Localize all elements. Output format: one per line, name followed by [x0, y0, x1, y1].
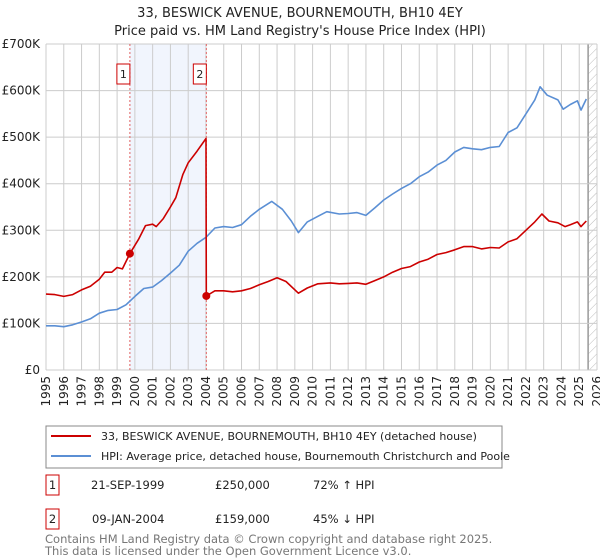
sale-point [202, 291, 211, 300]
x-tick-label: 2017 [430, 376, 444, 407]
sale-date: 09-JAN-2004 [92, 512, 165, 526]
hpi-diff: 72% ↑ HPI [313, 478, 374, 492]
x-tick-label: 1997 [75, 376, 89, 407]
x-tick-label: 1998 [92, 376, 106, 407]
sale-date: 21-SEP-1999 [91, 478, 164, 492]
plot-marks [45, 86, 588, 328]
sale-point [125, 249, 134, 258]
marker-id: 1 [49, 478, 56, 492]
x-tick-label: 2011 [323, 376, 337, 407]
x-tick-label: 1999 [110, 376, 124, 407]
marker-id: 2 [49, 512, 56, 526]
x-tick-label: 2009 [288, 376, 302, 407]
sale-marker-badge [192, 63, 207, 85]
sale-marker-badge [116, 63, 131, 85]
x-tick-label: 2022 [519, 376, 533, 407]
x-tick-label: 2014 [377, 376, 391, 407]
marker-badge [45, 474, 60, 496]
x-tick-label: 2003 [181, 376, 195, 407]
marker-badge [45, 508, 60, 530]
x-tick-label: 2010 [306, 376, 320, 407]
y-tick-label: £300K [2, 223, 42, 237]
legend-label-hpi: HPI: Average price, detached house, Bour… [101, 450, 510, 463]
x-tick-label: 2016 [412, 376, 426, 407]
legend: 33, BESWICK AVENUE, BOURNEMOUTH, BH10 4E… [45, 425, 510, 469]
legend-label-property: 33, BESWICK AVENUE, BOURNEMOUTH, BH10 4E… [101, 430, 477, 443]
x-tick-label: 1996 [57, 376, 71, 407]
sale-marker-label: 1 [120, 68, 127, 81]
y-tick-label: £700K [2, 37, 42, 51]
shaded-ownership-period [129, 44, 207, 370]
x-tick-label: 2000 [128, 376, 142, 407]
x-tick-label: 2002 [163, 376, 177, 407]
x-tick-label: 2005 [217, 376, 231, 407]
series-line [46, 86, 588, 328]
forecast-hatch [588, 44, 597, 370]
footer-licence: This data is licensed under the Open Gov… [44, 544, 411, 558]
legend-box [45, 425, 503, 469]
chart-subtitle: Price paid vs. HM Land Registry's House … [114, 24, 486, 39]
x-tick-label: 2013 [359, 376, 373, 407]
x-tick-label: 1995 [39, 376, 53, 407]
sale-price: £250,000 [215, 478, 270, 492]
x-tick-label: 2026 [590, 376, 600, 407]
x-tick-label: 2024 [554, 376, 568, 407]
x-tick-label: 2015 [394, 376, 408, 407]
chart-title: 33, BESWICK AVENUE, BOURNEMOUTH, BH10 4E… [137, 6, 463, 21]
x-tick-label: 2006 [235, 376, 249, 407]
table-row: 1 21-SEP-1999 £250,000 72% ↑ HPI [45, 474, 374, 496]
footer-copyright: Contains HM Land Registry data © Crown c… [45, 532, 492, 546]
sale-price: £159,000 [215, 512, 270, 526]
y-tick-label: £100K [2, 316, 42, 330]
x-tick-label: 2020 [483, 376, 497, 407]
axes: 1995 1996 1997 1998 1999 2000 2001 2002 2003 2004… [2, 37, 600, 407]
y-tick-label: £400K [2, 177, 42, 191]
table-row: 2 09-JAN-2004 £159,000 45% ↓ HPI [45, 508, 374, 530]
x-tick-label: 2004 [199, 376, 213, 407]
x-tick-label: 2012 [341, 376, 355, 407]
y-tick-label: £0 [25, 363, 40, 377]
x-tick-label: 2021 [501, 376, 515, 407]
hpi-diff: 45% ↓ HPI [313, 512, 374, 526]
x-tick-label: 2025 [572, 376, 586, 407]
x-tick-label: 2023 [537, 376, 551, 407]
y-tick-label: £200K [2, 270, 42, 284]
y-tick-label: £600K [2, 84, 42, 98]
transactions-table: 1 21-SEP-1999 £250,000 72% ↑ HPI 2 09-JA… [45, 474, 374, 530]
grid [45, 43, 598, 371]
x-tick-label: 2007 [252, 376, 266, 407]
x-tick-label: 2001 [146, 376, 160, 407]
x-tick-label: 2008 [270, 376, 284, 407]
x-tick-label: 2019 [466, 376, 480, 407]
x-tick-label: 2018 [448, 376, 462, 407]
y-tick-label: £500K [2, 130, 42, 144]
sale-marker-label: 2 [196, 68, 203, 81]
